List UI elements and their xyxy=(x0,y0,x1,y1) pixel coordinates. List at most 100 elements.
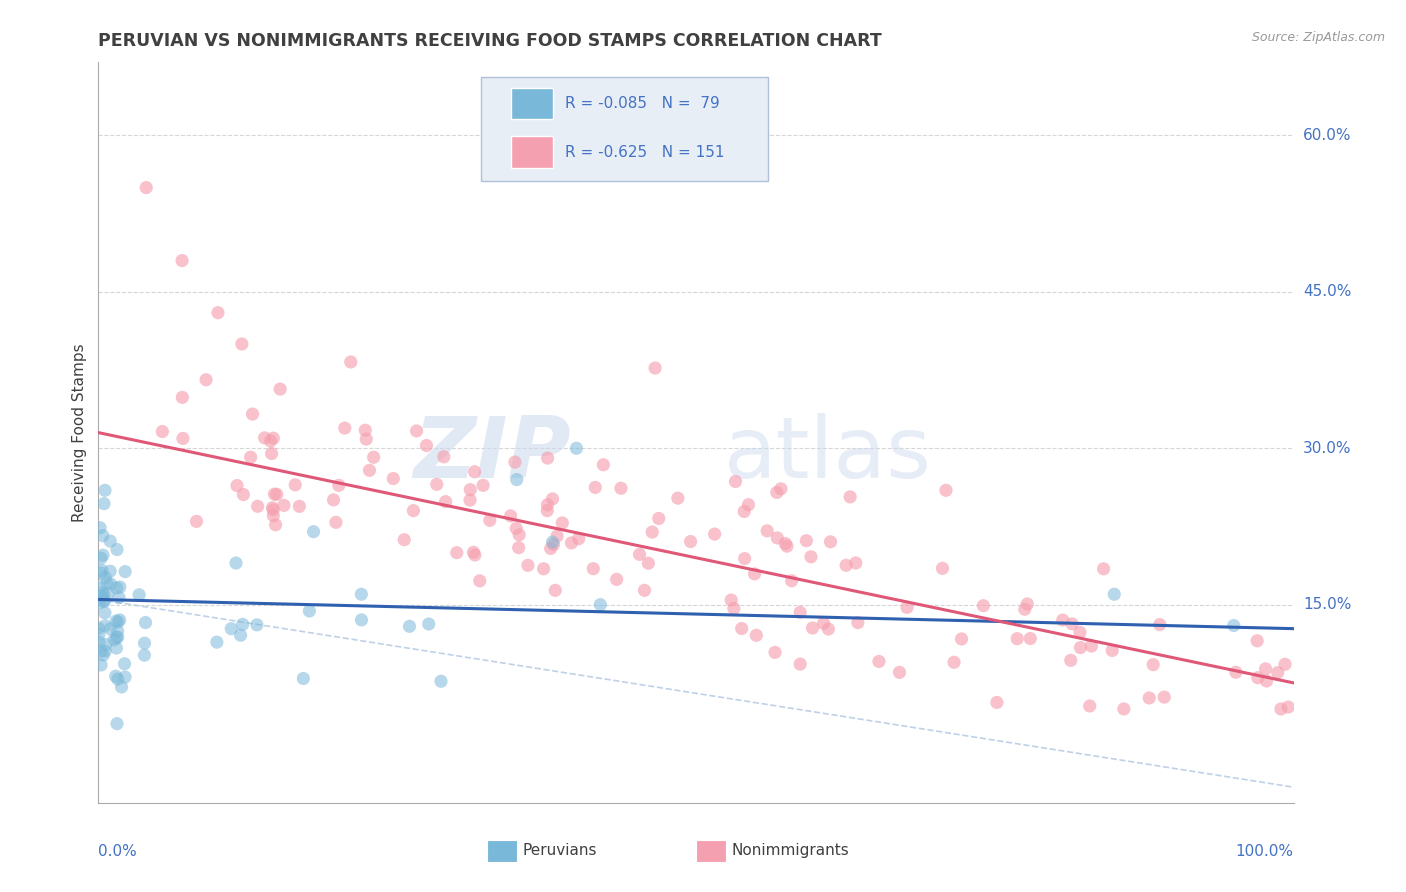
Point xyxy=(433,450,456,464)
Point xyxy=(262,503,284,517)
Point xyxy=(298,604,321,618)
Point xyxy=(648,511,671,525)
Point xyxy=(568,532,591,546)
Point xyxy=(463,545,485,559)
Point xyxy=(150,425,173,439)
Point xyxy=(91,586,114,600)
Text: Source: ZipAtlas.com: Source: ZipAtlas.com xyxy=(1251,31,1385,45)
Point xyxy=(325,516,347,530)
Point xyxy=(90,590,112,604)
Point xyxy=(845,556,868,570)
Point xyxy=(107,624,129,638)
Point xyxy=(931,561,953,575)
Point xyxy=(641,524,664,539)
Point xyxy=(745,628,768,642)
Point xyxy=(87,621,110,635)
Point xyxy=(582,562,605,576)
Point xyxy=(262,500,284,515)
Point xyxy=(90,566,112,580)
Point xyxy=(540,541,562,556)
Point xyxy=(232,617,254,632)
Point xyxy=(405,424,427,438)
Point xyxy=(219,622,242,636)
Point xyxy=(87,635,110,649)
Point xyxy=(723,601,745,615)
Point xyxy=(506,473,529,487)
Point xyxy=(1137,690,1160,705)
Point xyxy=(775,536,797,550)
Point xyxy=(434,494,457,508)
Bar xyxy=(510,136,553,168)
Point xyxy=(536,498,558,512)
Point xyxy=(172,253,194,268)
Point xyxy=(128,588,150,602)
Point xyxy=(610,481,633,495)
Point xyxy=(107,672,129,686)
Point xyxy=(1225,665,1247,680)
Point xyxy=(273,499,295,513)
Point xyxy=(733,504,755,518)
Point xyxy=(418,617,440,632)
Point xyxy=(720,593,742,607)
Point xyxy=(398,619,420,633)
Point xyxy=(468,574,491,588)
Point xyxy=(90,657,112,672)
Point xyxy=(135,180,157,194)
Point xyxy=(1153,690,1175,705)
Point xyxy=(114,565,136,579)
Point xyxy=(503,455,526,469)
Point xyxy=(769,482,792,496)
Point xyxy=(262,508,284,523)
Point xyxy=(766,485,789,500)
Point xyxy=(801,621,824,635)
Point xyxy=(589,598,612,612)
Text: 45.0%: 45.0% xyxy=(1303,285,1351,300)
Point xyxy=(105,614,128,628)
Point xyxy=(1069,625,1091,640)
Point xyxy=(205,635,228,649)
Point xyxy=(96,576,118,591)
Point xyxy=(93,497,115,511)
Point xyxy=(731,622,754,636)
Point xyxy=(110,680,132,694)
FancyBboxPatch shape xyxy=(481,78,768,181)
Point xyxy=(734,551,756,566)
Text: 100.0%: 100.0% xyxy=(1236,844,1294,858)
Point xyxy=(89,596,111,610)
Point xyxy=(1104,587,1126,601)
Point xyxy=(776,539,799,553)
Point xyxy=(98,622,121,636)
Point xyxy=(703,527,725,541)
Point xyxy=(789,657,811,671)
Point xyxy=(780,574,803,588)
Point xyxy=(565,442,588,456)
Point xyxy=(87,627,110,641)
Point xyxy=(263,487,285,501)
Point xyxy=(813,616,835,631)
Point xyxy=(91,548,114,562)
Text: Peruvians: Peruvians xyxy=(523,844,598,858)
Point xyxy=(679,534,702,549)
Point xyxy=(505,521,527,535)
Point xyxy=(543,537,565,551)
Point xyxy=(1019,632,1042,646)
Point xyxy=(93,648,115,662)
Point xyxy=(516,558,538,573)
Point xyxy=(105,631,128,645)
Point xyxy=(262,431,284,445)
Point xyxy=(288,500,311,514)
Point xyxy=(135,615,157,630)
Point xyxy=(633,583,655,598)
Point xyxy=(544,583,567,598)
Point xyxy=(87,581,110,595)
Point xyxy=(394,533,416,547)
Point xyxy=(172,431,194,445)
Point xyxy=(1274,657,1296,672)
Point xyxy=(172,390,194,404)
Point xyxy=(868,655,890,669)
Y-axis label: Receiving Food Stamps: Receiving Food Stamps xyxy=(72,343,87,522)
Point xyxy=(402,503,425,517)
Bar xyxy=(696,840,725,862)
Point xyxy=(382,471,405,485)
Point xyxy=(546,529,568,543)
